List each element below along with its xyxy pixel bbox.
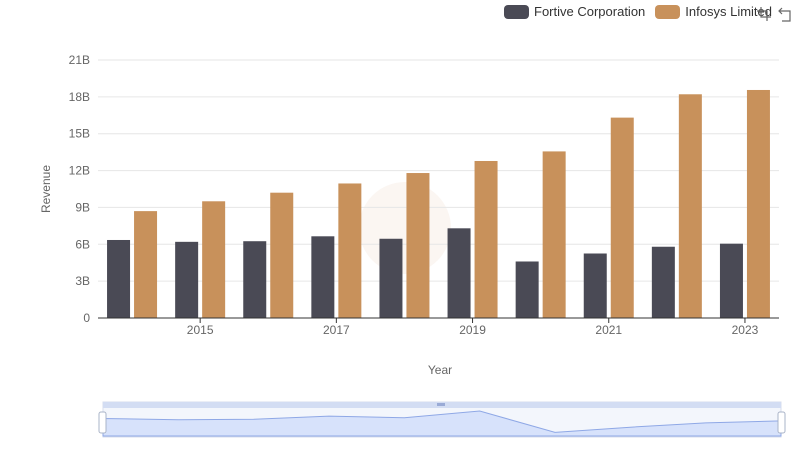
legend-item-fortive[interactable]: Fortive Corporation [504, 4, 645, 19]
zoom-handle-right[interactable] [777, 411, 786, 434]
zoom-handle-left[interactable] [98, 411, 107, 434]
zoom-select-icon[interactable] [756, 6, 772, 22]
legend-label-fortive: Fortive Corporation [534, 4, 646, 19]
chart-toolbox [756, 6, 794, 22]
restore-icon[interactable] [778, 6, 794, 22]
zoom-move-grip[interactable] [437, 403, 445, 406]
legend-label-infosys: Infosys Limited [685, 4, 772, 19]
legend-item-infosys[interactable]: Infosys Limited [655, 4, 772, 19]
legend-swatch-infosys [655, 4, 681, 19]
legend-swatch-fortive [504, 4, 530, 19]
legend: Fortive Corporation Infosys Limited [504, 4, 772, 19]
